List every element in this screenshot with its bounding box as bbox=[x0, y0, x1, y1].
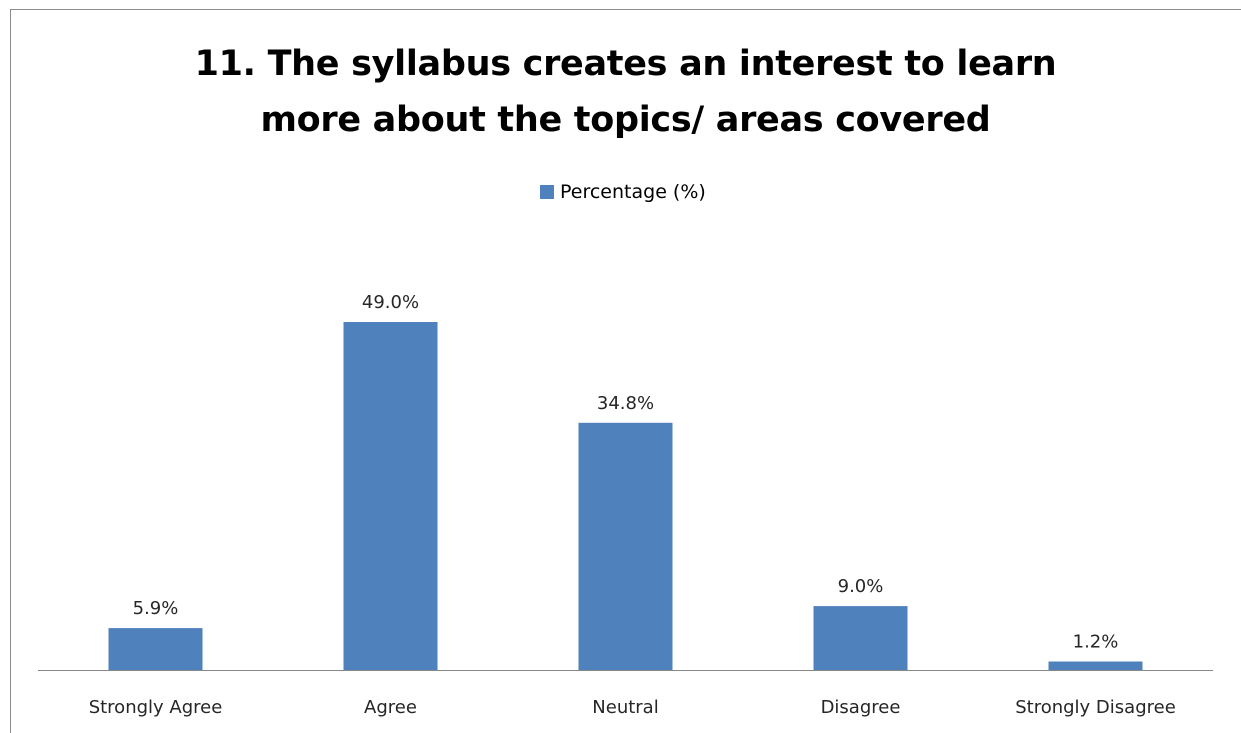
bar-strongly-agree bbox=[108, 628, 203, 670]
legend: Percentage (%) bbox=[540, 179, 706, 205]
data-label-strongly-agree: 5.9% bbox=[133, 598, 179, 619]
chart-title-line-2: more about the topics/ areas covered bbox=[260, 100, 991, 140]
legend-swatch bbox=[540, 185, 554, 199]
data-label-neutral: 34.8% bbox=[597, 393, 654, 414]
bar-neutral bbox=[578, 422, 673, 670]
x-tick-label-neutral: Neutral bbox=[592, 697, 658, 718]
chart-title: 11. The syllabus creates an interest to … bbox=[0, 36, 1241, 148]
data-label-disagree: 9.0% bbox=[838, 576, 884, 597]
x-tick-label-disagree: Disagree bbox=[821, 697, 901, 718]
x-tick-labels-group: Strongly Agree Agree Neutral Disagree Strong… bbox=[89, 697, 1176, 718]
bars-group bbox=[108, 322, 1143, 670]
chart-title-line-1: 11. The syllabus creates an interest to … bbox=[194, 44, 1057, 84]
bar-strongly-disagree bbox=[1048, 661, 1143, 670]
bar-agree bbox=[343, 322, 438, 670]
x-tick-label-agree: Agree bbox=[364, 697, 417, 718]
data-labels-group: 5.9% 49.0% 34.8% 9.0% 1.2% bbox=[133, 292, 1119, 653]
data-label-agree: 49.0% bbox=[362, 292, 419, 313]
x-tick-label-strongly-agree: Strongly Agree bbox=[89, 697, 223, 718]
legend-label: Percentage (%) bbox=[560, 181, 706, 203]
x-tick-label-strongly-disagree: Strongly Disagree bbox=[1015, 697, 1176, 718]
bar-disagree bbox=[813, 606, 908, 670]
data-label-strongly-disagree: 1.2% bbox=[1073, 632, 1119, 653]
